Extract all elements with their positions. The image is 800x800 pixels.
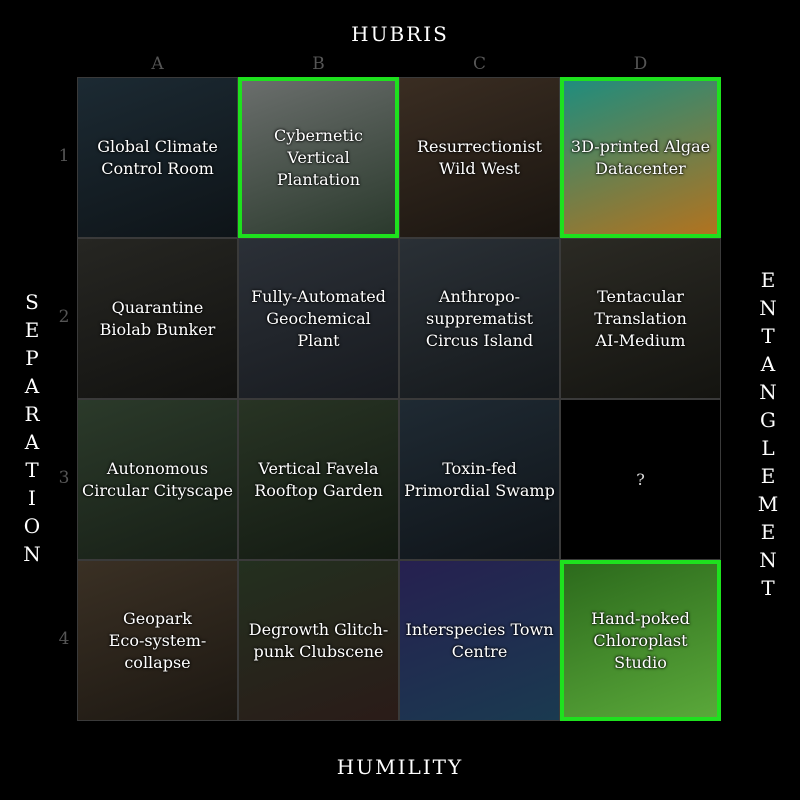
- cell-background-image: [400, 561, 559, 720]
- axis-right-letter: E: [760, 464, 776, 488]
- cell-background-image: [564, 81, 717, 234]
- axis-left-letter: R: [24, 402, 40, 426]
- axis-top-label: HUBRIS: [351, 22, 449, 46]
- axis-left-letter: S: [25, 290, 39, 314]
- grid-cell-d2[interactable]: Tentacular Translation AI-Medium: [560, 238, 721, 399]
- axis-right-letter: T: [761, 576, 775, 600]
- axis-right-letter: G: [760, 408, 776, 432]
- cell-label: Degrowth Glitch- punk Clubscene: [248, 619, 389, 661]
- grid-cell-c2[interactable]: Anthropo- supprematist Circus Island: [399, 238, 560, 399]
- cell-label: Anthropo- supprematist Circus Island: [425, 286, 534, 350]
- cell-background-image: [400, 239, 559, 398]
- grid-cell-d4[interactable]: Hand-poked Chloroplast Studio: [560, 560, 721, 721]
- column-header-b: B: [312, 54, 325, 74]
- grid-cell-d3[interactable]: ?: [560, 399, 721, 560]
- cell-label: Toxin-fed Primordial Swamp: [404, 458, 555, 500]
- axis-left-letter: N: [23, 542, 41, 566]
- cell-label: Quarantine Biolab Bunker: [99, 297, 216, 339]
- column-header-a: A: [151, 54, 164, 74]
- axis-left-letter: P: [25, 346, 39, 370]
- cell-label: Cybernetic Vertical Plantation: [274, 125, 363, 189]
- axis-right-letter: E: [760, 520, 776, 544]
- row-header-3: 3: [58, 468, 70, 488]
- cell-background-image: [561, 400, 720, 559]
- cell-background-image: [242, 81, 395, 234]
- cell-background-image: [239, 400, 398, 559]
- axis-left-letter: I: [28, 486, 36, 510]
- cell-background-image: [78, 400, 237, 559]
- axis-left-letter: T: [25, 458, 39, 482]
- cell-background-image: [78, 78, 237, 237]
- grid-cell-b2[interactable]: Fully-Automated Geochemical Plant: [238, 238, 399, 399]
- row-header-4: 4: [58, 629, 70, 649]
- axis-right-letter: N: [759, 296, 777, 320]
- grid-cell-a1[interactable]: Global Climate Control Room: [77, 77, 238, 238]
- grid-cell-a3[interactable]: Autonomous Circular Cityscape: [77, 399, 238, 560]
- grid-cell-d1[interactable]: 3D-printed Algae Datacenter: [560, 77, 721, 238]
- grid-cell-c4[interactable]: Interspecies Town Centre: [399, 560, 560, 721]
- column-header-d: D: [633, 54, 648, 74]
- axis-right-letter: T: [761, 324, 775, 348]
- axis-bottom-label: HUMILITY: [336, 755, 464, 779]
- axis-right-letter: N: [759, 380, 777, 404]
- cell-label: Autonomous Circular Cityscape: [82, 458, 233, 500]
- grid-cell-a4[interactable]: Geopark Eco-system- collapse: [77, 560, 238, 721]
- axis-right-letter: A: [760, 352, 776, 376]
- cell-background-image: [78, 561, 237, 720]
- cell-label: Global Climate Control Room: [97, 136, 218, 178]
- axis-left-letter: A: [24, 430, 40, 454]
- cell-background-image: [561, 239, 720, 398]
- axis-right-letter: N: [759, 548, 777, 572]
- column-header-c: C: [472, 54, 486, 74]
- cell-label: 3D-printed Algae Datacenter: [570, 136, 711, 178]
- cell-label: Resurrectionist Wild West: [417, 136, 542, 178]
- grid-cell-a2[interactable]: Quarantine Biolab Bunker: [77, 238, 238, 399]
- axis-left-letter: A: [24, 374, 40, 398]
- cell-background-image: [400, 78, 559, 237]
- axis-right-letter: M: [757, 492, 779, 516]
- cell-label: Fully-Automated Geochemical Plant: [251, 286, 386, 350]
- cell-label: ?: [636, 469, 645, 489]
- axis-left-letter: O: [23, 514, 41, 538]
- cell-background-image: [239, 239, 398, 398]
- grid-cell-b3[interactable]: Vertical Favela Rooftop Garden: [238, 399, 399, 560]
- cell-label: Vertical Favela Rooftop Garden: [254, 458, 383, 500]
- cell-background-image: [564, 564, 717, 717]
- axis-right-letter: E: [760, 268, 776, 292]
- grid-cell-b4[interactable]: Degrowth Glitch- punk Clubscene: [238, 560, 399, 721]
- cell-background-image: [78, 239, 237, 398]
- axis-left-letter: E: [24, 318, 40, 342]
- cell-label: Geopark Eco-system- collapse: [108, 608, 207, 672]
- cell-background-image: [400, 400, 559, 559]
- grid-cell-c3[interactable]: Toxin-fed Primordial Swamp: [399, 399, 560, 560]
- matrix-grid: Global Climate Control Room Cybernetic Ve…: [77, 77, 721, 721]
- grid-cell-c1[interactable]: Resurrectionist Wild West: [399, 77, 560, 238]
- cell-label: Tentacular Translation AI-Medium: [594, 286, 687, 350]
- row-header-1: 1: [58, 146, 70, 166]
- row-header-2: 2: [58, 307, 70, 327]
- axis-right-letter: L: [761, 436, 775, 460]
- cell-label: Hand-poked Chloroplast Studio: [591, 608, 690, 672]
- cell-background-image: [239, 561, 398, 720]
- cell-label: Interspecies Town Centre: [405, 619, 554, 661]
- grid-cell-b1[interactable]: Cybernetic Vertical Plantation: [238, 77, 399, 238]
